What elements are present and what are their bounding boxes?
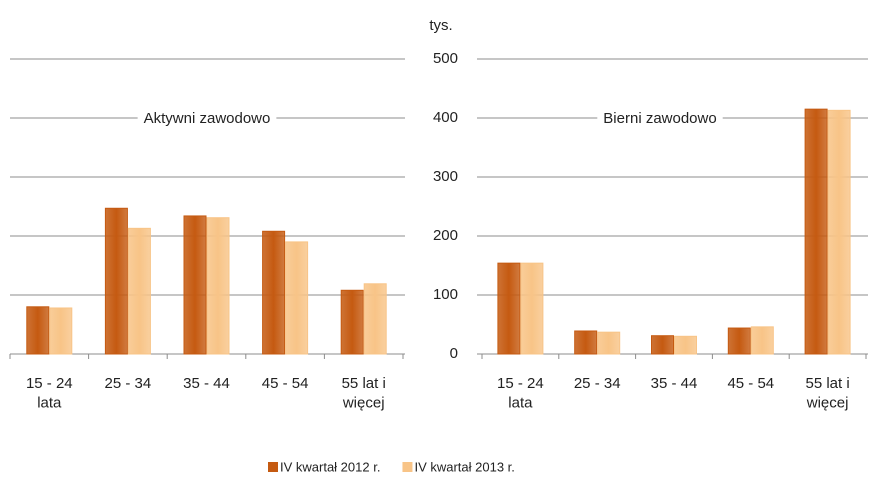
bar bbox=[597, 331, 621, 355]
bar bbox=[827, 109, 851, 355]
legend-swatch bbox=[402, 462, 413, 472]
bar bbox=[262, 230, 286, 355]
bar bbox=[26, 306, 50, 355]
y-axis-label: tys. bbox=[429, 17, 452, 34]
x-tick-label: 35 - 44 bbox=[651, 375, 698, 392]
bar bbox=[340, 289, 364, 355]
x-tick-label: 15 - 24 lata bbox=[26, 375, 73, 412]
x-tick-label: 35 - 44 bbox=[183, 375, 230, 392]
bar bbox=[127, 227, 151, 355]
x-tick-label: 15 - 24 lata bbox=[497, 375, 544, 412]
bar bbox=[727, 327, 751, 355]
annotation-box bbox=[597, 105, 723, 131]
bar bbox=[574, 330, 598, 355]
y-tick-label: 100 bbox=[433, 286, 458, 303]
x-tick-label: 25 - 34 bbox=[105, 375, 152, 392]
annotation-box bbox=[137, 105, 277, 131]
x-tick-label: 55 lat i więcej bbox=[805, 375, 849, 412]
x-tick-label: 45 - 54 bbox=[262, 375, 309, 392]
y-tick-label: 300 bbox=[433, 168, 458, 185]
legend-label: IV kwartał 2013 r. bbox=[414, 459, 514, 474]
legend-label: IV kwartał 2012 r. bbox=[280, 459, 380, 474]
bar bbox=[206, 217, 230, 355]
x-tick-label: 55 lat i więcej bbox=[342, 375, 386, 412]
x-tick-label: 25 - 34 bbox=[574, 375, 621, 392]
y-tick-label: 400 bbox=[433, 109, 458, 126]
annotation: Aktywni zawodowo bbox=[144, 110, 271, 127]
x-tick-label: 45 - 54 bbox=[727, 375, 774, 392]
annotation: Bierni zawodowo bbox=[603, 110, 716, 127]
bar bbox=[674, 335, 697, 355]
y-tick-label: 500 bbox=[433, 50, 458, 67]
bar bbox=[183, 215, 207, 355]
bar bbox=[804, 108, 828, 355]
bar bbox=[363, 283, 387, 355]
bar bbox=[750, 326, 774, 355]
bar bbox=[651, 335, 674, 355]
y-tick-label: 0 bbox=[450, 345, 458, 362]
bar bbox=[104, 207, 128, 355]
bar bbox=[520, 262, 544, 355]
bar bbox=[49, 307, 73, 355]
bar bbox=[285, 241, 309, 355]
legend-swatch bbox=[268, 462, 278, 472]
bar bbox=[497, 262, 521, 355]
y-tick-label: 200 bbox=[433, 227, 458, 244]
